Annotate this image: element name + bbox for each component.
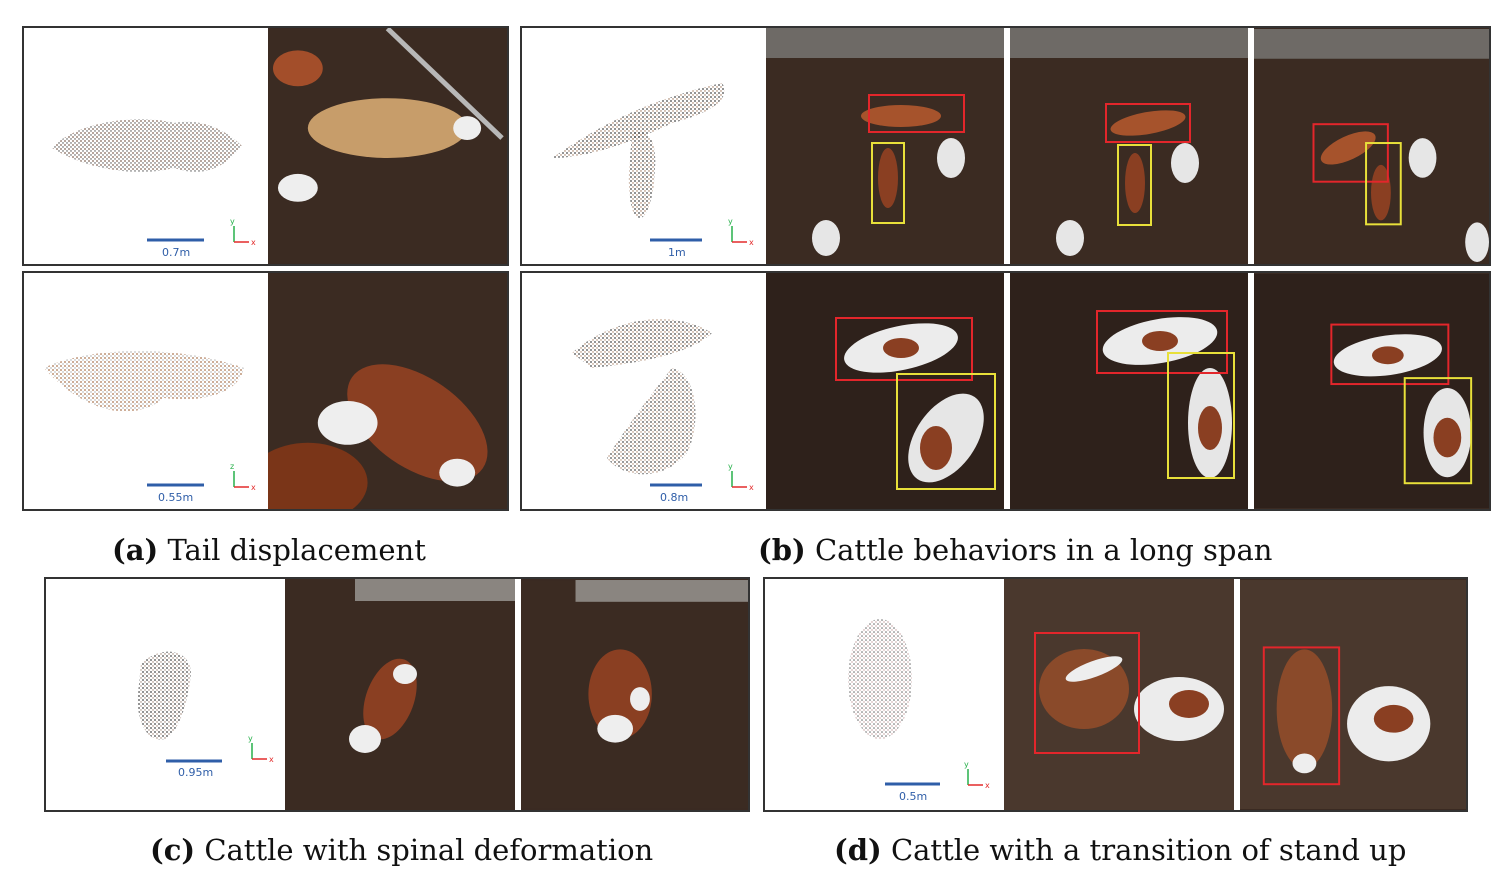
caption-c: (c) Cattle with spinal deformation (150, 833, 653, 867)
point-cloud-view: 1m y x (522, 28, 765, 264)
aerial-photo-frame-2 (521, 579, 748, 810)
bbox-red (868, 94, 965, 133)
cow-photo-icon (1004, 579, 1234, 810)
cow-photo-icon (1010, 273, 1248, 509)
cow-photo-icon (766, 28, 1004, 264)
scale-label: 0.55m (158, 491, 193, 504)
point-cloud-view: 0.7m y x (24, 28, 267, 264)
bbox-red (1262, 646, 1341, 786)
panel-d: 0.5m y x (763, 577, 1468, 812)
axis-x-label: x (269, 755, 274, 764)
cow-photo-icon (1240, 580, 1466, 809)
point-cloud-cow-icon: 0.7m y x (52, 119, 256, 259)
caption-a: (a) Tail displacement (112, 533, 426, 567)
aerial-photo-frame-1 (1004, 579, 1234, 810)
bbox-yellow (1167, 352, 1235, 479)
caption-letter: (d) (834, 833, 882, 867)
aerial-photo-frame-1 (285, 579, 515, 810)
caption-text: Cattle with a transition of stand up (890, 833, 1407, 867)
cow-photo-icon (766, 273, 1004, 509)
cow-photo-icon (268, 273, 507, 509)
bbox-red (1330, 323, 1450, 386)
aerial-photo-frame-1 (766, 273, 1004, 509)
scale-label: 1m (668, 246, 686, 259)
caption-letter: (c) (150, 833, 196, 867)
scale-label: 0.95m (178, 766, 213, 779)
aerial-photo-frame-3 (1254, 28, 1489, 264)
scale-label: 0.8m (660, 491, 688, 504)
bbox-red (1034, 632, 1140, 754)
point-cloud-view: 0.5m y x (765, 579, 1003, 810)
panel-b-top: 1m y x (520, 26, 1491, 266)
point-cloud-cow-icon: 0.95m y x (137, 651, 274, 779)
bbox-red (1105, 103, 1191, 143)
bbox-yellow (1403, 377, 1473, 485)
caption-text: Cattle with spinal deformation (204, 833, 654, 867)
caption-b: (b) Cattle behaviors in a long span (758, 533, 1272, 567)
point-cloud-cow-icon: 1m y x (552, 83, 754, 259)
cow-photo-icon (268, 28, 507, 264)
scale-label: 0.7m (162, 246, 190, 259)
axis-y-label: y (964, 760, 969, 769)
caption-text: Tail displacement (167, 533, 426, 567)
cow-photo-icon (1254, 273, 1489, 509)
caption-text: Cattle behaviors in a long span (814, 533, 1273, 567)
point-cloud-view: 0.95m y x (46, 579, 284, 810)
axis-y-label: y (230, 217, 235, 226)
bbox-yellow (1365, 142, 1402, 226)
point-cloud-cow-icon: 0.55m z x (44, 351, 256, 504)
cow-photo-icon (1254, 28, 1489, 264)
cow-photo-icon (285, 579, 515, 810)
axis-x-label: x (749, 238, 754, 247)
axis-x-label: x (749, 483, 754, 492)
aerial-photo (268, 28, 507, 264)
axis-y-label: y (728, 217, 733, 226)
caption-d: (d) Cattle with a transition of stand up (834, 833, 1406, 867)
axis-x-label: x (251, 483, 256, 492)
bbox-yellow (871, 142, 905, 224)
aerial-photo-frame-2 (1240, 579, 1466, 810)
panel-a-bottom: 0.55m z x (22, 271, 509, 511)
axis-y-label: y (248, 734, 253, 743)
axis-x-label: x (985, 781, 990, 790)
panel-b-bottom: 0.8m y x (520, 271, 1491, 511)
axis-y-label: y (728, 462, 733, 471)
aerial-photo-frame-2 (1010, 273, 1248, 509)
panel-a-top: 0.7m y x (22, 26, 509, 266)
point-cloud-cow-icon: 0.5m y x (848, 619, 990, 803)
caption-letter: (b) (758, 533, 806, 567)
bbox-yellow (896, 373, 996, 490)
bbox-yellow (1117, 144, 1152, 226)
aerial-photo-frame-2 (1010, 28, 1248, 264)
bbox-red (1312, 123, 1389, 183)
panel-c: 0.95m y x (44, 577, 750, 812)
scale-label: 0.5m (899, 790, 927, 803)
bbox-red (1096, 310, 1228, 374)
aerial-photo (268, 273, 507, 509)
bbox-red (835, 317, 973, 381)
aerial-photo-frame-1 (766, 28, 1004, 264)
point-cloud-view: 0.55m z x (24, 273, 267, 509)
cow-photo-icon (1010, 28, 1248, 264)
point-cloud-cow-icon: 0.8m y x (572, 319, 754, 504)
point-cloud-view: 0.8m y x (522, 273, 765, 509)
aerial-photo-frame-3 (1254, 273, 1489, 509)
axis-z-label: z (230, 462, 234, 471)
cow-photo-icon (521, 580, 748, 809)
caption-letter: (a) (112, 533, 159, 567)
axis-x-label: x (251, 238, 256, 247)
